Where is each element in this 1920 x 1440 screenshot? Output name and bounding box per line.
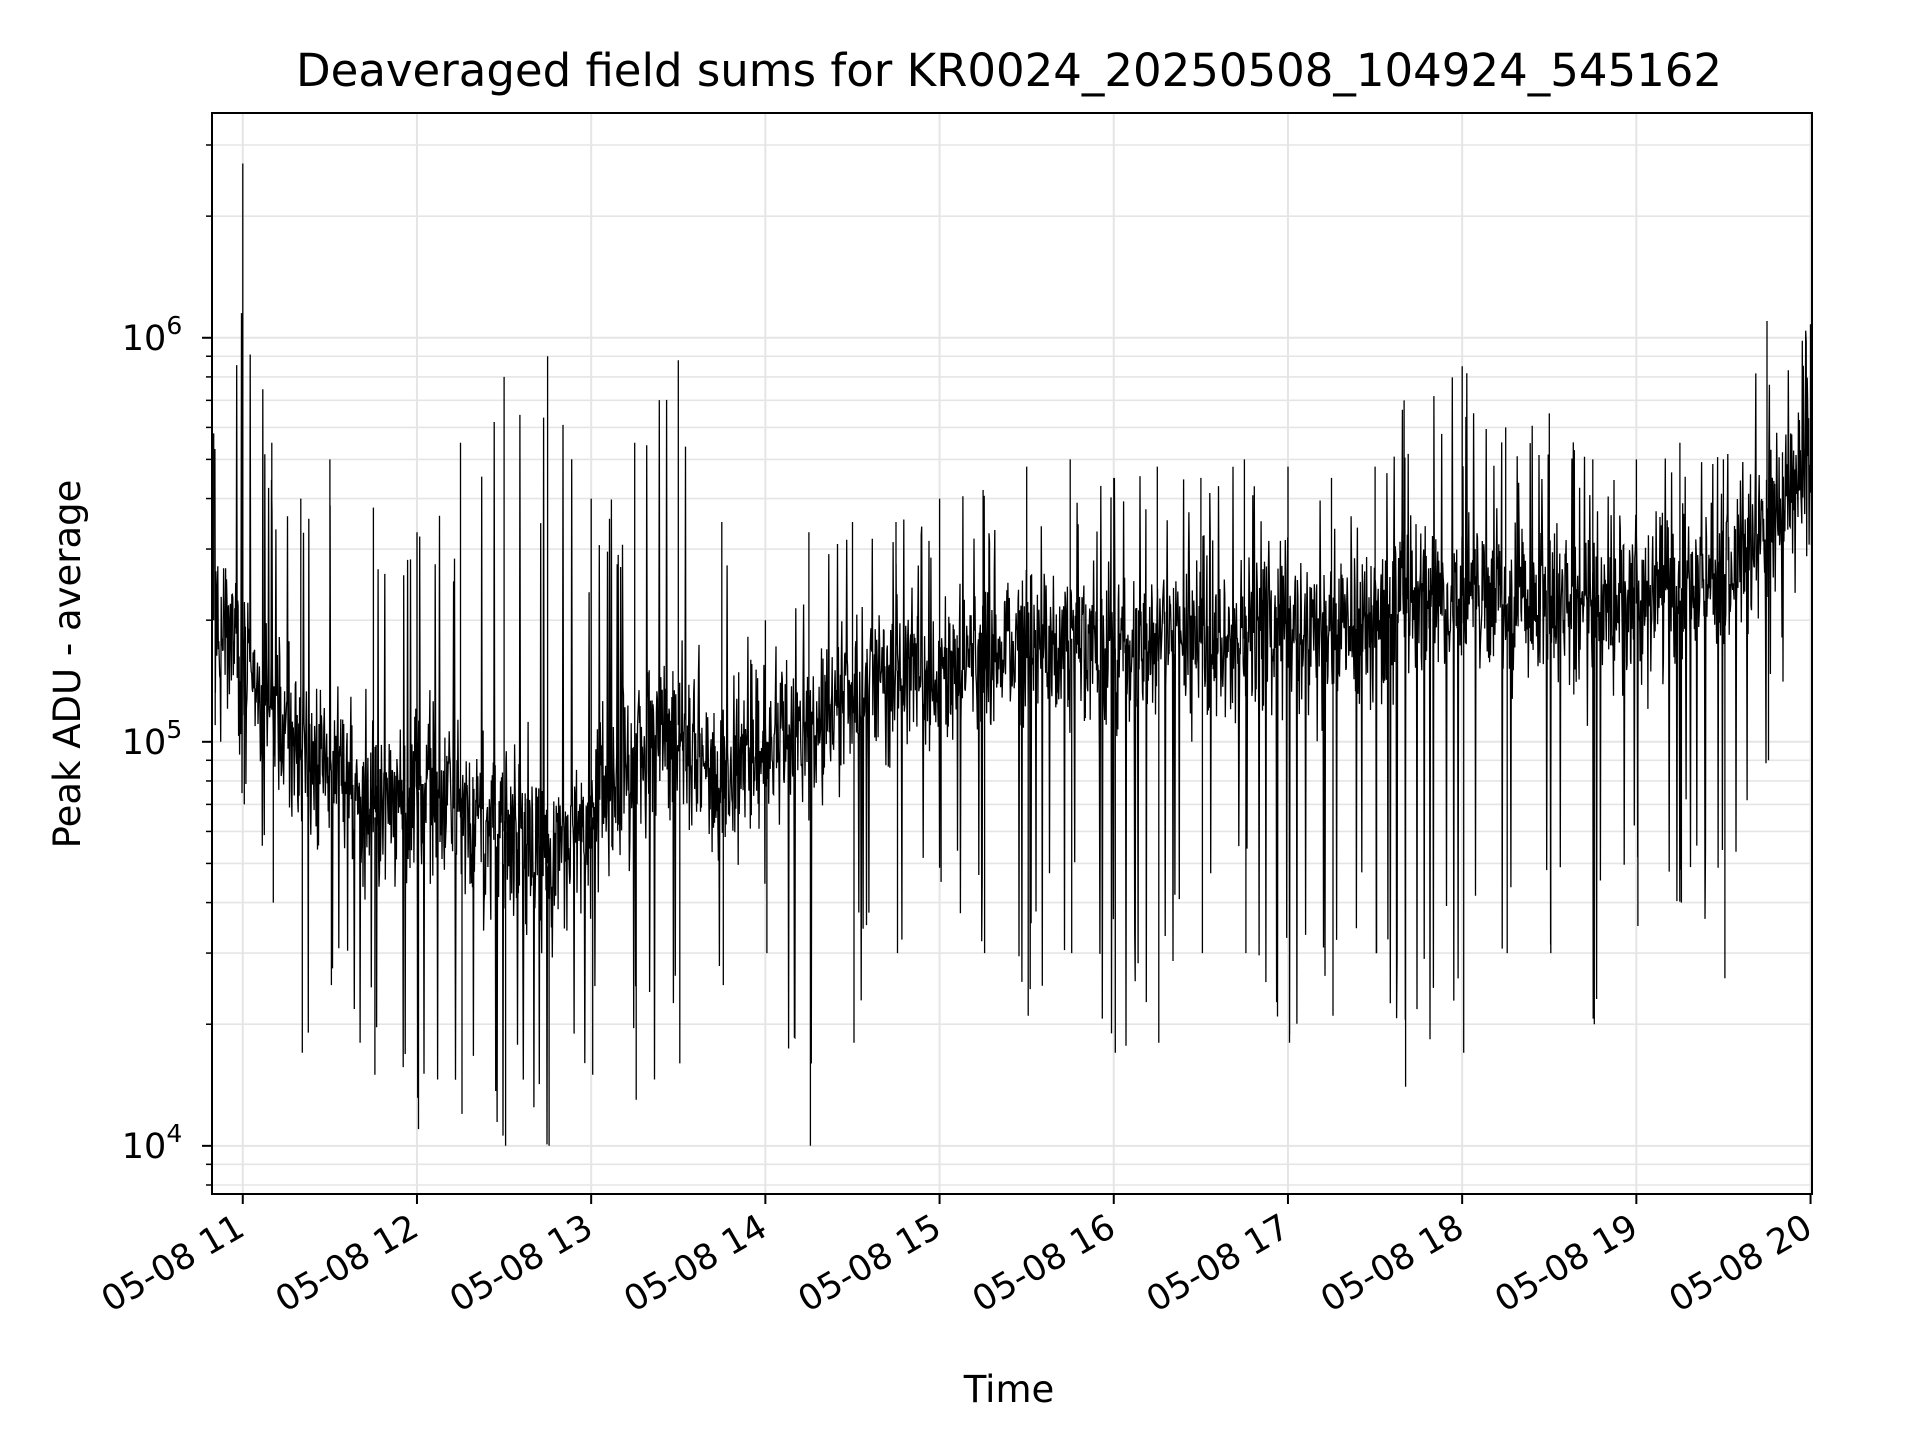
y-tick-label: 105 <box>122 715 182 763</box>
y-tick-label-exponent: 6 <box>166 311 182 340</box>
y-tick-label: 106 <box>122 311 182 359</box>
y-tick-label-base: 10 <box>122 319 167 359</box>
y-tick-label-exponent: 5 <box>166 715 182 744</box>
series-line <box>213 163 1813 1146</box>
y-tick-label-base: 10 <box>122 723 167 763</box>
y-tick-label: 104 <box>122 1119 182 1167</box>
x-axis-label: Time <box>963 1368 1055 1411</box>
y-tick-label-exponent: 4 <box>166 1119 182 1148</box>
y-tick-label-base: 10 <box>122 1127 167 1167</box>
plot-frame <box>211 112 1813 1195</box>
y-axis-label: Peak ADU - average <box>46 480 89 849</box>
plot-area <box>213 163 1813 1146</box>
chart-title: Deaveraged field sums for KR0024_2025050… <box>296 44 1722 97</box>
